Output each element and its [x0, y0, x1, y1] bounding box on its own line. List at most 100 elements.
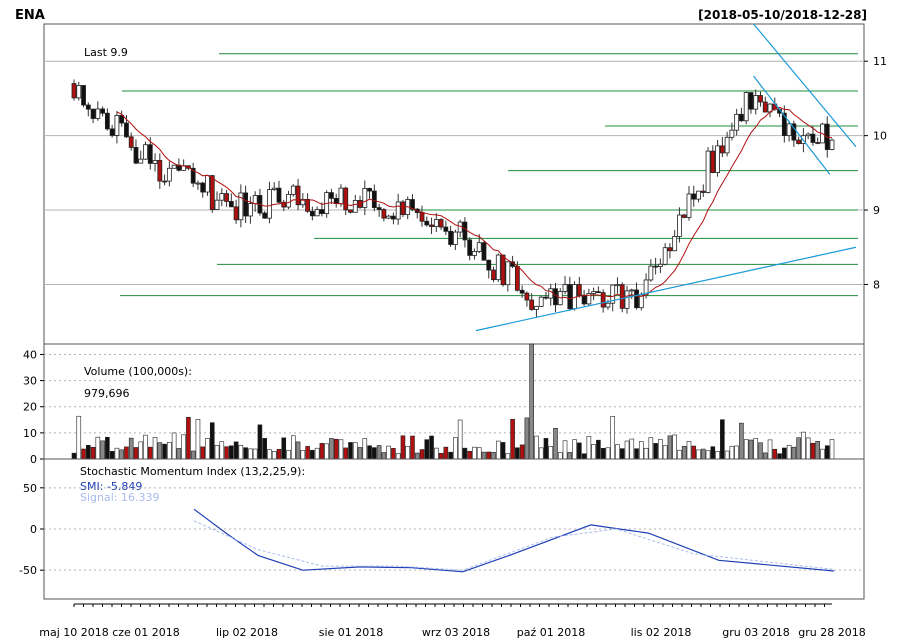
volume-bar: [476, 447, 482, 460]
x-axis-label: gru 03 2018: [722, 626, 789, 639]
volume-bar: [534, 435, 539, 460]
x-axis-label: cze 01 2018: [112, 626, 180, 639]
volume-bar: [777, 453, 782, 460]
volume-bar: [257, 424, 263, 460]
volume-bar: [772, 448, 778, 460]
volume-bar: [434, 447, 439, 460]
candle-body: [534, 305, 539, 310]
volume-bar: [729, 445, 735, 460]
volume-bar: [310, 449, 315, 460]
volume-bar: [367, 445, 372, 460]
candle-body: [381, 209, 387, 219]
candle-body: [276, 187, 282, 203]
volume-bar: [538, 447, 544, 460]
volume-bar: [672, 434, 677, 460]
candle-body: [152, 160, 158, 164]
volume-bar: [219, 441, 225, 460]
x-axis-label: sie 01 2018: [319, 626, 384, 639]
volume-bar: [105, 436, 110, 460]
volume-bar: [734, 445, 739, 460]
candle-body: [448, 230, 454, 245]
smi-title: Stochastic Momentum Index (13,2,25,9):: [80, 465, 305, 478]
candle-body: [829, 139, 835, 150]
volume-bar: [624, 440, 630, 460]
candle-body: [519, 289, 525, 294]
volume-bar: [362, 438, 368, 460]
volume-bar: [76, 415, 82, 460]
trend-line: [753, 23, 857, 148]
volume-bar: [586, 436, 592, 460]
candle-body: [796, 139, 802, 144]
candle-body: [486, 259, 492, 271]
candle-body: [400, 201, 406, 215]
volume-bar: [114, 447, 120, 460]
candle-body: [634, 289, 639, 309]
candle-body: [672, 236, 678, 252]
volume-bar: [262, 438, 267, 460]
volume-bar: [448, 451, 453, 460]
candle-body: [810, 133, 816, 143]
candle-body: [610, 284, 616, 304]
volume-bar: [753, 438, 759, 460]
candle-body: [596, 291, 601, 294]
candle-body: [724, 136, 730, 154]
candle-body: [104, 112, 110, 130]
candle-body: [586, 293, 592, 305]
volume-bar: [453, 437, 458, 460]
candle-body: [233, 206, 239, 221]
volume-bar: [252, 448, 258, 460]
volume-bar: [796, 437, 801, 460]
candle-body: [581, 294, 587, 305]
candle-body: [538, 296, 544, 307]
candle-body: [352, 200, 358, 213]
volume-bar: [634, 448, 639, 460]
volume-bar: [71, 452, 77, 460]
volume-bar: [314, 447, 320, 460]
volume-bar: [410, 435, 415, 460]
volume-bar: [372, 447, 377, 460]
candle-body: [343, 187, 349, 211]
volume-bar: [124, 446, 129, 460]
volume-bar: [667, 435, 673, 460]
candle-body: [739, 113, 744, 122]
volume-bar: [824, 445, 830, 460]
volume-bar: [596, 439, 601, 460]
candle-body: [71, 83, 77, 99]
volume-bar: [829, 439, 835, 460]
volume-bar: [519, 444, 525, 460]
candle-body: [124, 122, 129, 138]
volume-bar: [610, 415, 616, 460]
signal-legend-value: 16.339: [121, 491, 160, 504]
candle-body: [786, 123, 792, 137]
candle-body: [567, 284, 573, 310]
candle-body: [467, 239, 473, 256]
volume-bar: [739, 422, 744, 460]
candle-body: [238, 192, 244, 221]
volume-bar: [424, 439, 430, 460]
candle-body: [505, 261, 511, 286]
candle-body: [367, 188, 372, 192]
candle-body: [419, 212, 425, 222]
candle-body: [677, 214, 682, 237]
candle-body: [753, 95, 759, 110]
candle-body: [686, 193, 692, 218]
candle-body: [476, 242, 482, 252]
candle-body: [543, 296, 549, 299]
candle-body: [815, 142, 821, 144]
volume-bar: [233, 441, 239, 460]
x-axis-label: lip 02 2018: [216, 626, 278, 639]
candle-body: [691, 193, 697, 200]
volume-bar: [720, 419, 725, 460]
volume-bar: [438, 452, 444, 460]
volume-y-tick-label: 20: [23, 401, 37, 414]
volume-bar: [119, 449, 124, 460]
price-y-tick-label: 11: [873, 55, 887, 68]
candle-body: [662, 247, 668, 265]
volume-bar: [391, 448, 396, 460]
candle-body: [600, 292, 606, 308]
volume-last-value: 979,696: [84, 387, 130, 400]
volume-bar: [715, 451, 720, 460]
candle-body: [138, 158, 144, 164]
candle-body: [424, 220, 430, 226]
volume-bar: [176, 448, 182, 460]
